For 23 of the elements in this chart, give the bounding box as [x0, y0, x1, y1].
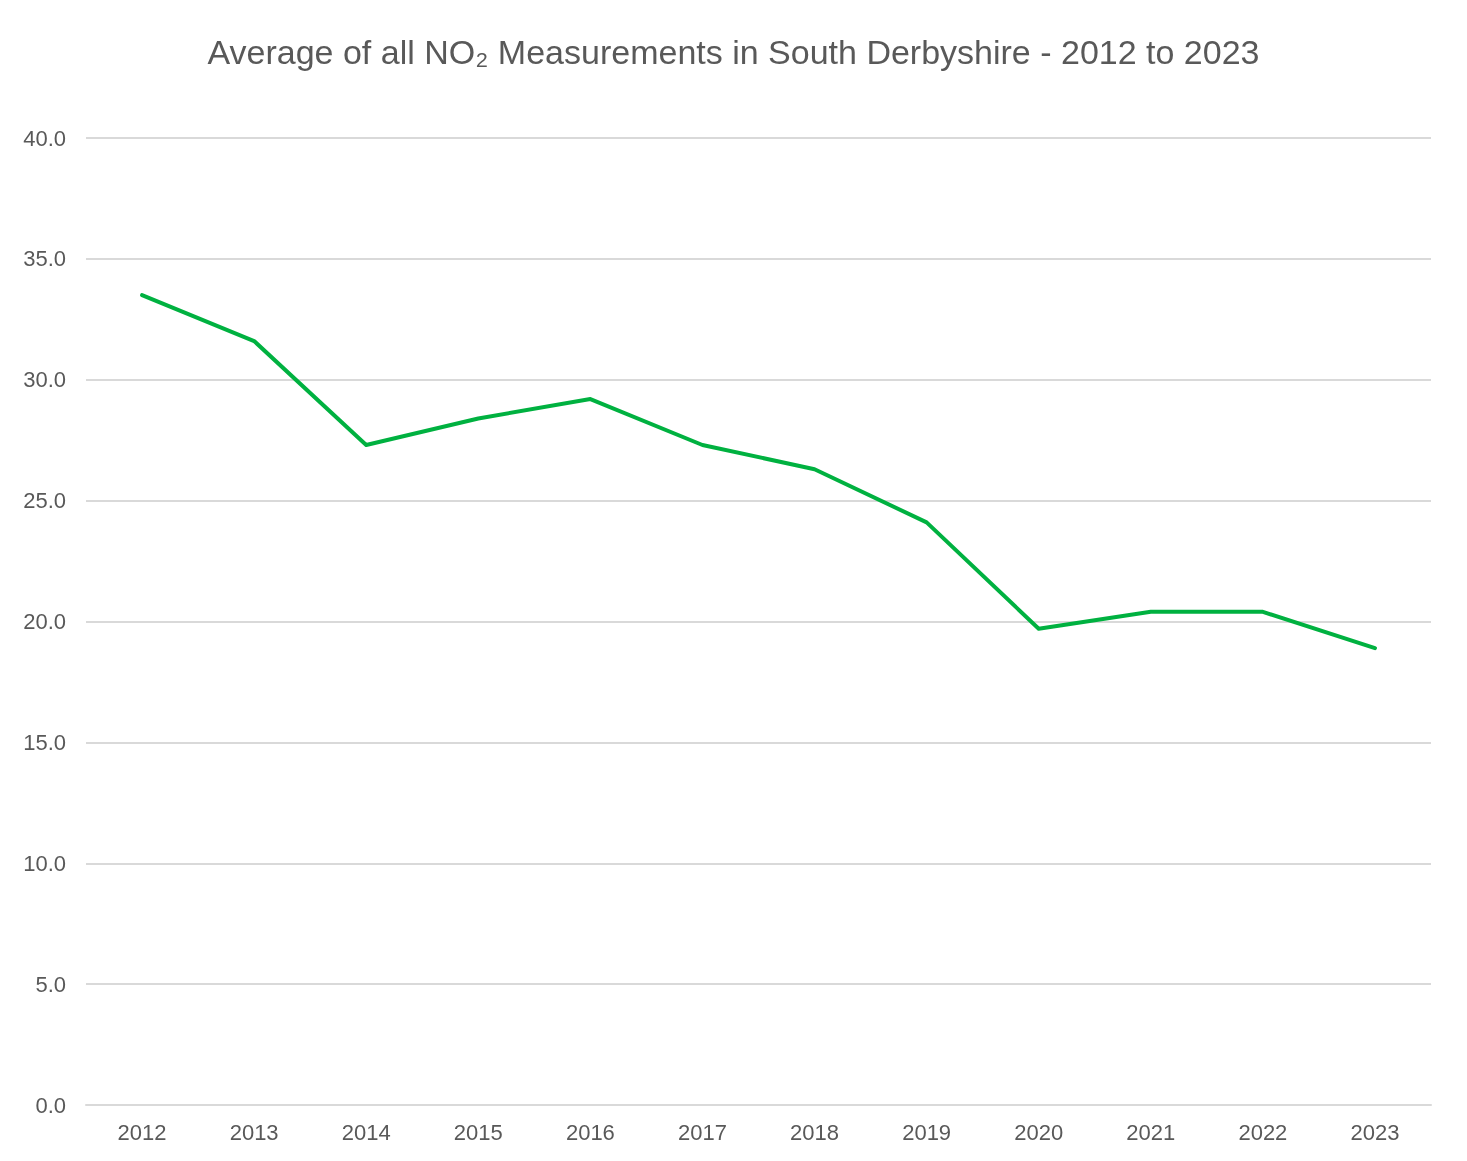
x-tick-label: 2018 — [790, 1119, 840, 1145]
x-tick-label: 2022 — [1238, 1119, 1288, 1145]
x-tick-label: 2015 — [453, 1119, 503, 1145]
y-tick-label: 15.0 — [23, 729, 66, 755]
x-tick-label: 2019 — [902, 1119, 952, 1145]
y-tick-label: 40.0 — [23, 125, 66, 151]
y-tick-label: 10.0 — [23, 850, 66, 876]
y-tick-label: 25.0 — [23, 488, 66, 514]
line-series — [140, 293, 1377, 651]
y-tick-label: 5.0 — [35, 971, 66, 997]
x-tick-label: 2013 — [229, 1119, 279, 1145]
y-tick-label: 20.0 — [23, 609, 66, 634]
y-tick-label: 35.0 — [23, 246, 66, 272]
y-tick-label: 0.0 — [35, 1092, 66, 1118]
x-tick-label: 2020 — [1014, 1119, 1064, 1145]
chart-title: Average of all NO₂ Measurements in South Derbyshire - 2012 to 2023 — [207, 33, 1260, 71]
x-tick-label: 2023 — [1350, 1119, 1400, 1145]
x-tick-label: 2016 — [565, 1119, 615, 1145]
x-tick-label: 2014 — [341, 1119, 391, 1145]
y-tick-label: 30.0 — [23, 367, 66, 393]
x-tick-label: 2017 — [677, 1119, 727, 1145]
x-tick-label: 2021 — [1126, 1119, 1176, 1145]
x-tick-label: 2012 — [117, 1119, 167, 1145]
